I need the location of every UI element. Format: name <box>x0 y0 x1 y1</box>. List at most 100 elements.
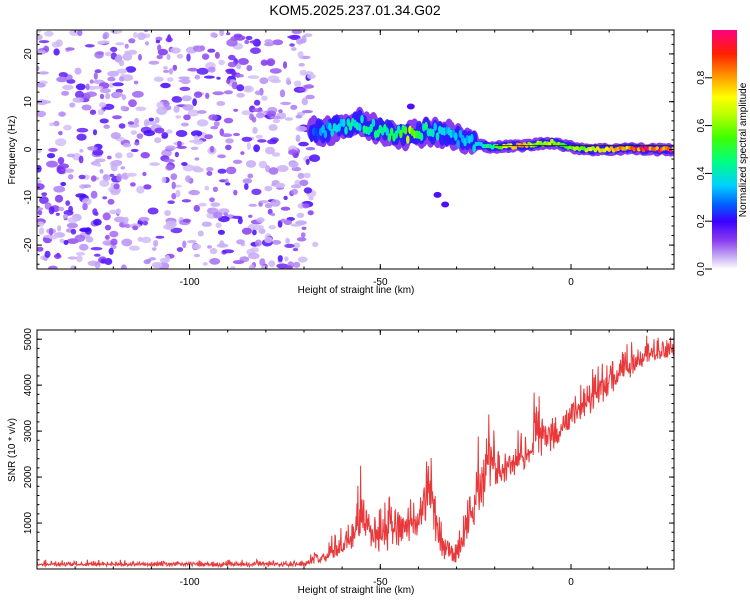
noise-blob <box>283 219 293 225</box>
noise-blob <box>187 109 199 117</box>
noise-blob <box>252 224 264 231</box>
noise-blob <box>285 77 291 86</box>
noise-blob <box>301 97 308 106</box>
side-feature-mark <box>433 191 442 198</box>
noise-blob <box>170 227 183 234</box>
noise-blob <box>178 79 189 83</box>
spectrogram-xlabel: Height of straight line (km) <box>298 285 415 296</box>
noise-blob <box>105 92 111 100</box>
noise-blob <box>148 117 154 122</box>
noise-blob <box>213 121 220 127</box>
noise-blob <box>241 227 252 235</box>
noise-blob <box>271 152 281 157</box>
noise-blob <box>252 126 258 134</box>
noise-blob <box>107 198 115 205</box>
noise-blob <box>306 73 316 79</box>
signal-mark <box>357 123 362 132</box>
noise-blob <box>46 160 58 168</box>
noise-blob <box>120 166 126 170</box>
noise-blob <box>99 179 110 187</box>
noise-blob <box>37 110 47 118</box>
noise-blob <box>217 229 225 235</box>
signal-mark <box>655 146 659 151</box>
noise-blob <box>118 123 126 129</box>
noise-blob <box>295 134 301 142</box>
heatmap-marks <box>37 30 674 269</box>
noise-blob <box>104 51 112 57</box>
noise-blob <box>275 182 286 189</box>
signal-mark <box>309 133 314 143</box>
noise-blob <box>56 76 68 83</box>
noise-blob <box>67 174 74 180</box>
noise-blob <box>193 204 200 212</box>
noise-blob <box>112 115 122 120</box>
noise-blob <box>225 138 234 144</box>
noise-blob <box>74 90 85 99</box>
noise-blob <box>62 214 68 219</box>
noise-blob <box>143 184 152 190</box>
noise-blob <box>66 79 76 84</box>
noise-blob <box>264 39 273 44</box>
noise-blob <box>198 202 207 207</box>
noise-blob <box>305 94 315 100</box>
noise-blob <box>94 253 101 257</box>
noise-blob <box>37 34 43 41</box>
noise-blob <box>110 188 121 196</box>
x-tick-label: 0 <box>568 277 574 288</box>
noise-blob <box>155 39 161 44</box>
colorbar-tick-label: 0.0 <box>696 262 707 276</box>
noise-blob <box>109 209 118 215</box>
side-feature-mark <box>406 103 415 110</box>
y-tick-label: -10 <box>23 190 34 205</box>
noise-blob <box>37 99 48 106</box>
noise-blob <box>48 147 58 152</box>
noise-blob <box>266 110 277 117</box>
noise-blob <box>268 124 278 131</box>
noise-blob <box>156 107 168 115</box>
colorbar-ticks: 0.0 0.2 0.4 0.6 0.8 <box>696 70 712 276</box>
noise-blob <box>94 51 104 59</box>
noise-blob <box>186 53 191 62</box>
noise-blob <box>37 49 47 55</box>
noise-blob <box>291 30 303 34</box>
noise-blob <box>181 199 192 203</box>
noise-blob <box>90 175 97 182</box>
noise-blob <box>191 243 202 250</box>
noise-blob <box>130 148 139 153</box>
noise-blob <box>107 70 120 77</box>
noise-blob <box>297 51 304 59</box>
noise-blob <box>249 264 255 269</box>
noise-blob <box>63 124 72 131</box>
signal-mark <box>470 134 474 143</box>
noise-blob <box>75 251 86 256</box>
noise-blob <box>272 118 280 124</box>
noise-blob <box>154 117 160 123</box>
signal-mark <box>419 132 424 141</box>
noise-blob <box>248 252 260 260</box>
noise-blob <box>192 98 198 107</box>
noise-blob <box>203 75 215 79</box>
noise-blob <box>300 232 306 238</box>
noise-blob <box>161 132 169 139</box>
noise-blob <box>164 255 171 263</box>
noise-blob <box>301 110 313 114</box>
noise-blob <box>296 237 307 242</box>
noise-blob <box>62 84 74 90</box>
noise-blob <box>264 42 274 47</box>
noise-blob <box>48 235 58 240</box>
noise-blob <box>170 173 178 181</box>
noise-blob <box>144 30 149 33</box>
noise-blob <box>303 172 311 179</box>
noise-blob <box>37 83 46 88</box>
colorbar-tick-label: 0.2 <box>696 214 707 228</box>
noise-blob <box>89 79 94 84</box>
noise-blob <box>182 104 194 111</box>
noise-blob <box>162 101 170 107</box>
noise-blob <box>142 220 149 226</box>
noise-blob <box>250 47 261 54</box>
noise-blob <box>143 119 149 127</box>
noise-blob <box>116 173 122 182</box>
noise-blob <box>247 173 254 179</box>
noise-blob <box>70 266 76 269</box>
noise-blob <box>202 262 208 266</box>
